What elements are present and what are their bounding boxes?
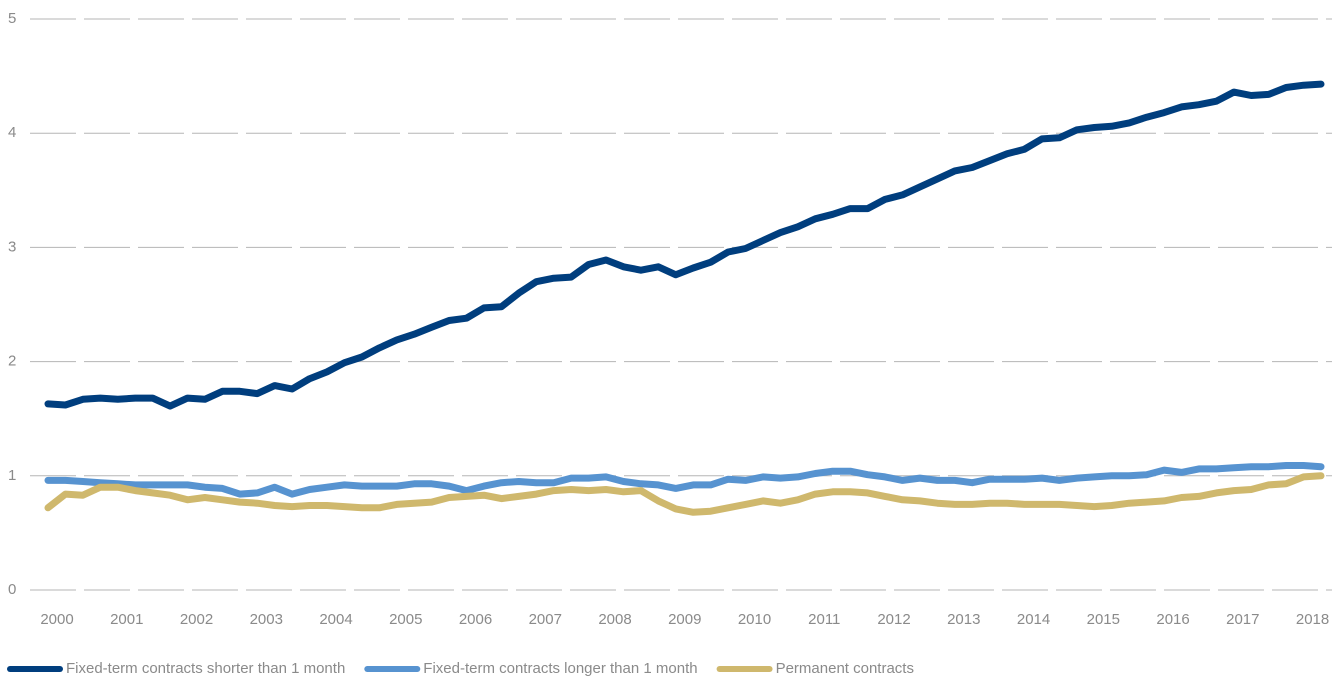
x-tick-label: 2014 [1017, 611, 1050, 628]
y-tick-label: 0 [8, 581, 16, 598]
legend-label: Fixed-term contracts shorter than 1 mont… [66, 660, 345, 677]
x-tick-label: 2005 [389, 611, 422, 628]
x-tick-label: 2000 [40, 611, 73, 628]
legend-label: Permanent contracts [776, 660, 914, 677]
y-tick-label: 1 [8, 467, 16, 484]
x-tick-label: 2007 [529, 611, 562, 628]
x-tick-label: 2010 [738, 611, 771, 628]
x-tick-label: 2011 [808, 611, 840, 628]
x-tick-label: 2004 [319, 611, 352, 628]
series-line [44, 472, 1325, 516]
x-tick-label: 2012 [877, 611, 910, 628]
x-tick-label: 2006 [459, 611, 492, 628]
legend-label: Fixed-term contracts longer than 1 month [423, 660, 697, 677]
x-tick-label: 2009 [668, 611, 701, 628]
x-tick-label: 2015 [1087, 611, 1120, 628]
series-line [44, 462, 1325, 498]
x-tick-label: 2008 [598, 611, 631, 628]
x-tick-label: 2003 [250, 611, 283, 628]
y-tick-label: 2 [8, 353, 16, 370]
x-tick-label: 2013 [947, 611, 980, 628]
x-tick-label: 2016 [1156, 611, 1189, 628]
x-tick-label: 2002 [180, 611, 213, 628]
x-tick-label: 2018 [1296, 611, 1329, 628]
y-tick-label: 4 [8, 124, 16, 141]
y-tick-label: 5 [8, 10, 16, 27]
x-tick-label: 2017 [1226, 611, 1259, 628]
y-tick-label: 3 [8, 238, 16, 255]
series-line [44, 80, 1325, 410]
x-tick-label: 2001 [110, 611, 143, 628]
